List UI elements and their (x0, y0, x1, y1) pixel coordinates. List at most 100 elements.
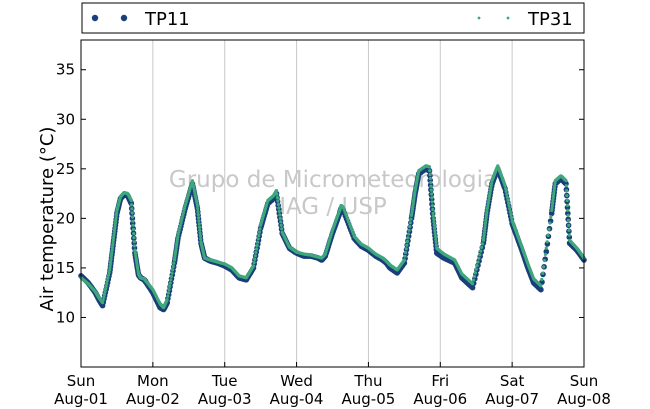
data-point (279, 220, 283, 224)
watermark-line-2: IAG / USP (279, 194, 387, 220)
data-point (541, 271, 545, 275)
data-point (480, 245, 484, 249)
data-point (129, 198, 133, 203)
data-point (101, 301, 105, 305)
data-point (345, 215, 349, 219)
data-point (480, 242, 485, 246)
data-point (109, 258, 113, 262)
data-point (566, 218, 571, 222)
data-point (255, 244, 259, 248)
data-point (165, 298, 169, 302)
data-point (433, 229, 437, 233)
watermark: Grupo de Micrometeorologia IAG / USP (169, 167, 497, 220)
x-tick-label-day: Fri (431, 372, 449, 390)
data-point (552, 186, 557, 190)
data-point (109, 253, 114, 257)
legend-entry-tp11: TP11 (91, 9, 190, 30)
x-tick-label-date: Aug-03 (198, 390, 252, 408)
data-point (545, 240, 549, 244)
data-point (544, 246, 548, 250)
x-tick-label-date: Aug-08 (557, 390, 611, 408)
data-point (104, 287, 108, 291)
y-tick-label: 25 (56, 160, 75, 178)
data-point (539, 284, 543, 288)
data-point (180, 218, 184, 222)
data-point (484, 216, 488, 220)
data-point (277, 206, 281, 210)
data-point (473, 271, 477, 275)
data-point (430, 200, 434, 204)
data-point (549, 215, 553, 219)
data-point (433, 234, 438, 239)
data-point (182, 208, 186, 212)
data-point (542, 265, 546, 269)
data-point (197, 219, 201, 223)
data-point (177, 228, 181, 232)
y-axis: 10 15 20 25 30 35 (56, 61, 584, 326)
data-point (485, 208, 489, 212)
data-point (485, 206, 489, 210)
data-point (552, 191, 556, 195)
data-point (252, 260, 256, 265)
legend-marker-tp11 (120, 14, 128, 22)
x-tick-label-date: Aug-02 (126, 390, 180, 408)
data-point (479, 249, 483, 253)
data-point (172, 261, 176, 265)
data-point (197, 225, 202, 229)
data-point (552, 189, 556, 193)
data-point (483, 223, 487, 227)
data-point (344, 213, 348, 217)
data-point (484, 218, 488, 222)
data-point (565, 198, 569, 203)
legend-frame (81, 2, 585, 34)
data-point (540, 277, 544, 282)
y-tick-label: 10 (56, 308, 75, 326)
data-point (130, 211, 134, 215)
data-point (274, 189, 279, 193)
data-point (166, 291, 170, 295)
data-point (198, 234, 202, 238)
data-point (490, 181, 494, 185)
legend-label-tp11: TP11 (144, 9, 190, 30)
data-point (106, 273, 111, 277)
data-point (471, 278, 476, 282)
data-point (551, 201, 555, 205)
x-tick-label-date: Aug-04 (270, 390, 324, 408)
data-point (508, 210, 512, 214)
data-point (508, 207, 512, 211)
data-point (108, 268, 112, 272)
data-point (406, 236, 410, 240)
x-tick-label-day: Sun (570, 372, 599, 390)
data-point (566, 208, 570, 212)
data-point (183, 206, 187, 210)
data-point (564, 179, 568, 183)
data-point (132, 232, 136, 236)
data-point (430, 192, 434, 196)
data-point (430, 204, 435, 208)
data-point (471, 282, 475, 286)
y-tick-label: 20 (56, 209, 75, 227)
data-point (276, 199, 280, 203)
data-point (566, 213, 570, 217)
data-point (567, 223, 571, 227)
data-point (478, 253, 482, 257)
data-point (504, 187, 508, 191)
data-point (429, 180, 433, 184)
data-point (408, 221, 412, 225)
data-point (276, 202, 280, 207)
data-point (131, 227, 135, 231)
data-point (505, 192, 509, 196)
data-point (112, 236, 116, 240)
data-point (101, 298, 105, 302)
data-point (351, 232, 355, 236)
data-point (486, 203, 490, 208)
legend-marker-tp31 (506, 16, 510, 20)
data-point (428, 173, 432, 177)
data-point (130, 207, 134, 211)
data-point (178, 223, 182, 227)
data-point (487, 198, 491, 203)
data-point (547, 227, 551, 231)
data-point (130, 215, 135, 219)
data-point (550, 206, 554, 210)
data-point (168, 284, 172, 288)
